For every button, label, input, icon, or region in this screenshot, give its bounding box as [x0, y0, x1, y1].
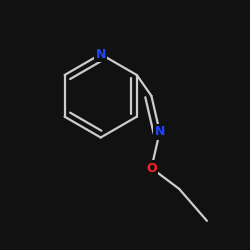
Text: O: O	[146, 162, 157, 174]
Text: N: N	[96, 48, 106, 61]
Text: N: N	[154, 126, 165, 138]
